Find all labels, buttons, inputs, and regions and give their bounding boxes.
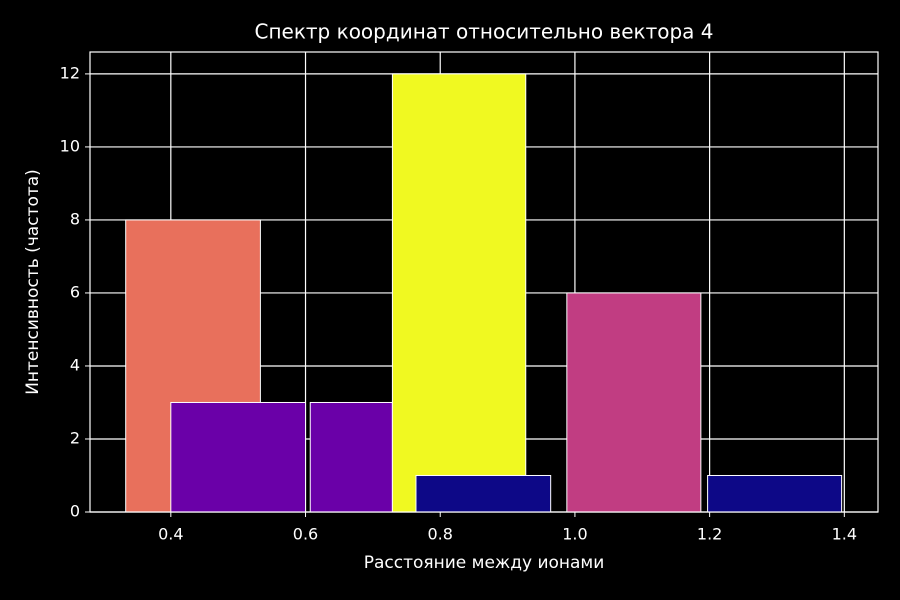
chart-title: Спектр координат относительно вектора 4 — [254, 20, 713, 44]
x-tick-label: 1.4 — [832, 525, 857, 544]
bar — [566, 292, 702, 513]
y-tick-label: 12 — [60, 63, 80, 82]
bar — [707, 474, 843, 513]
x-tick-label: 1.2 — [697, 525, 722, 544]
bar — [170, 401, 307, 513]
y-tick-label: 2 — [70, 428, 80, 447]
x-tick-label: 0.6 — [293, 525, 318, 544]
x-axis-label: Расстояние между ионами — [364, 553, 605, 573]
bar — [309, 401, 393, 513]
y-tick-label: 6 — [70, 282, 80, 301]
x-tick-label: 0.4 — [158, 525, 183, 544]
y-tick-label: 4 — [70, 355, 80, 374]
bar — [415, 474, 552, 513]
y-axis-label: Интенсивность (частота) — [23, 169, 43, 395]
x-tick-label: 1.0 — [562, 525, 587, 544]
y-tick-label: 10 — [60, 136, 80, 155]
plot-frame — [89, 51, 879, 513]
y-tick-label: 0 — [70, 502, 80, 521]
bar — [391, 73, 527, 513]
x-tick-label: 0.8 — [427, 525, 452, 544]
y-tick-label: 8 — [70, 209, 80, 228]
